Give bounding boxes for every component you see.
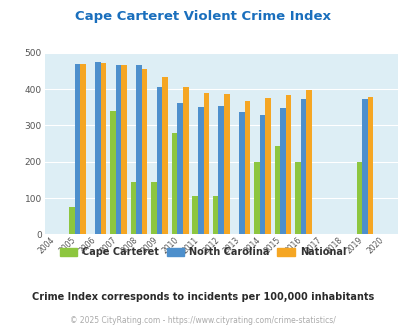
Bar <box>244 101 249 234</box>
Bar <box>156 87 162 234</box>
Bar <box>356 162 361 234</box>
Bar <box>279 108 285 234</box>
Bar <box>239 112 244 234</box>
Bar <box>367 97 373 234</box>
Bar <box>203 93 209 234</box>
Bar <box>198 107 203 234</box>
Bar <box>115 65 121 234</box>
Bar <box>274 146 279 234</box>
Bar <box>285 95 290 234</box>
Bar <box>80 64 85 234</box>
Bar <box>259 115 264 234</box>
Bar <box>213 196 218 234</box>
Bar <box>151 182 156 234</box>
Bar <box>294 162 300 234</box>
Bar <box>130 182 136 234</box>
Text: © 2025 CityRating.com - https://www.cityrating.com/crime-statistics/: © 2025 CityRating.com - https://www.city… <box>70 316 335 325</box>
Bar <box>162 78 168 234</box>
Bar <box>305 90 311 234</box>
Bar <box>142 69 147 234</box>
Bar <box>110 111 115 234</box>
Bar <box>136 65 142 234</box>
Bar <box>264 98 270 234</box>
Bar <box>69 207 75 234</box>
Bar <box>177 103 183 234</box>
Bar <box>183 87 188 234</box>
Bar <box>192 196 198 234</box>
Bar <box>361 99 367 234</box>
Bar <box>218 106 224 234</box>
Bar <box>300 99 305 234</box>
Bar <box>171 133 177 234</box>
Bar <box>254 162 259 234</box>
Bar <box>95 61 100 234</box>
Bar <box>100 63 106 234</box>
Bar <box>75 64 80 234</box>
Text: Cape Carteret Violent Crime Index: Cape Carteret Violent Crime Index <box>75 10 330 23</box>
Text: Crime Index corresponds to incidents per 100,000 inhabitants: Crime Index corresponds to incidents per… <box>32 292 373 302</box>
Legend: Cape Carteret, North Carolina, National: Cape Carteret, North Carolina, National <box>56 243 349 261</box>
Bar <box>224 94 229 234</box>
Bar <box>121 65 127 234</box>
